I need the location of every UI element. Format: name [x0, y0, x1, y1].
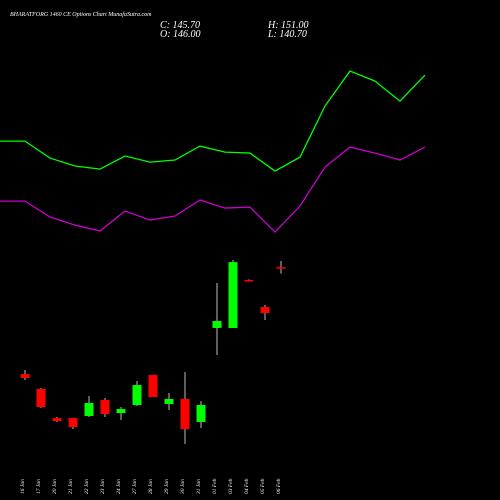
- candle-body: [180, 398, 190, 430]
- chart-title: BHARATFORG 1460 CE Options Chart MunafaS…: [10, 11, 152, 18]
- x-tick-label: 30 Jan: [180, 479, 186, 495]
- indicator-line: [0, 70, 426, 172]
- candle-body: [244, 280, 254, 282]
- candle-body: [148, 375, 158, 398]
- x-tick-label: 21 Jan: [68, 479, 74, 494]
- candle-body: [84, 403, 94, 416]
- indicator-line: [0, 146, 426, 233]
- candle-body: [36, 388, 46, 408]
- x-tick-label: 29 Jan: [164, 479, 170, 494]
- x-tick-label: 03 Feb: [228, 478, 234, 494]
- candle-body: [20, 374, 30, 378]
- candle-body: [100, 399, 110, 415]
- x-tick-label: 27 Jan: [132, 479, 138, 494]
- ohlc-label: H: 151.00: [267, 20, 309, 31]
- x-tick-label: 16 Jan: [20, 479, 26, 494]
- candle-body: [276, 267, 286, 269]
- candle-body: [116, 409, 126, 414]
- candle-body: [196, 404, 206, 422]
- x-tick-label: 01 Feb: [212, 478, 218, 494]
- x-tick-label: 05 Feb: [260, 478, 266, 494]
- x-tick-label: 31 Jan: [196, 479, 202, 495]
- x-tick-label: 24 Jan: [115, 479, 122, 494]
- candle-body: [68, 418, 78, 427]
- ohlc-label: C: 145.70: [160, 20, 200, 31]
- candle-body: [52, 418, 62, 421]
- x-tick-label: 28 Jan: [148, 479, 154, 494]
- x-tick-label: 04 Feb: [243, 478, 250, 494]
- x-tick-label: 20 Jan: [52, 479, 58, 494]
- candle-body: [212, 321, 222, 328]
- ohlc-label: L: 140.70: [267, 29, 307, 40]
- candle-body: [260, 307, 270, 314]
- x-tick-label: 17 Jan: [36, 479, 42, 494]
- x-tick-label: 06 Feb: [276, 478, 282, 494]
- candle-body: [164, 398, 174, 404]
- x-tick-label: 22 Jan: [84, 479, 90, 494]
- candle-body: [228, 262, 238, 328]
- ohlc-label: O: 146.00: [160, 29, 201, 40]
- x-tick-label: 23 Jan: [100, 479, 106, 494]
- candle-body: [132, 385, 142, 405]
